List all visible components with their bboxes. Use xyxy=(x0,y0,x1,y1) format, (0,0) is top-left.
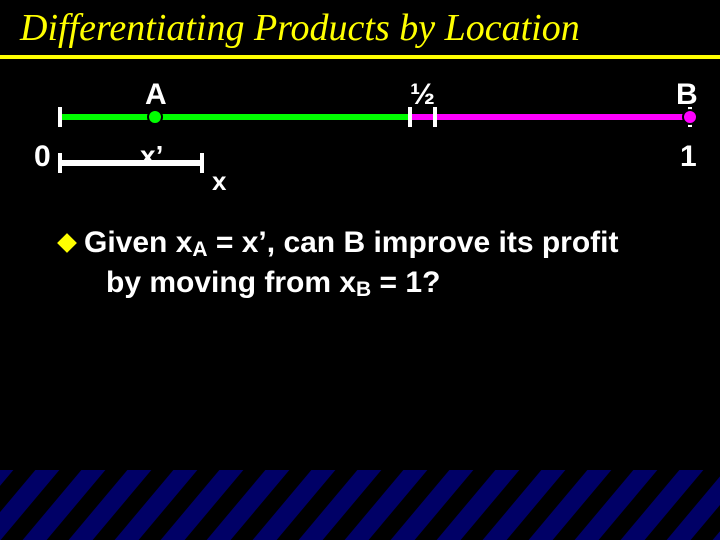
label-x: x xyxy=(212,166,226,197)
decor-stripes xyxy=(0,470,720,540)
l1-b: = x’, can B improve its profit xyxy=(208,226,619,259)
diamond-bullet-icon xyxy=(57,233,77,253)
upper-tick-0 xyxy=(58,107,62,127)
dot-b xyxy=(682,109,698,125)
lower-segment xyxy=(60,160,202,166)
upper-segment-green xyxy=(60,114,410,120)
label-b: B xyxy=(676,78,698,112)
label-zero: 0 xyxy=(34,140,51,174)
dot-a xyxy=(147,109,163,125)
l1-sub: A xyxy=(192,238,207,261)
label-xprime: x’ xyxy=(140,140,163,172)
upper-segment-magenta xyxy=(410,114,690,120)
l2-sub: B xyxy=(356,278,371,301)
label-a: A xyxy=(145,78,167,112)
body-line-2: by moving from xB = 1? xyxy=(60,266,619,302)
title-underline xyxy=(0,55,720,59)
l1-a: Given x xyxy=(84,226,192,259)
label-half: ½ xyxy=(410,78,435,112)
lower-tick-1 xyxy=(200,153,204,173)
lower-tick-0 xyxy=(58,153,62,173)
body-text: Given xA = x’, can B improve its profit … xyxy=(60,226,619,302)
l2-b: = 1? xyxy=(371,266,440,299)
upper-tick-1 xyxy=(408,107,412,127)
label-one: 1 xyxy=(680,140,697,174)
location-diagram: A ½ B 0 x’ x 1 xyxy=(40,90,700,210)
l2-a: by moving from x xyxy=(106,266,356,299)
slide-title: Differentiating Products by Location xyxy=(20,6,580,50)
upper-tick-2 xyxy=(433,107,437,127)
body-line-1: Given xA = x’, can B improve its profit xyxy=(60,226,619,262)
